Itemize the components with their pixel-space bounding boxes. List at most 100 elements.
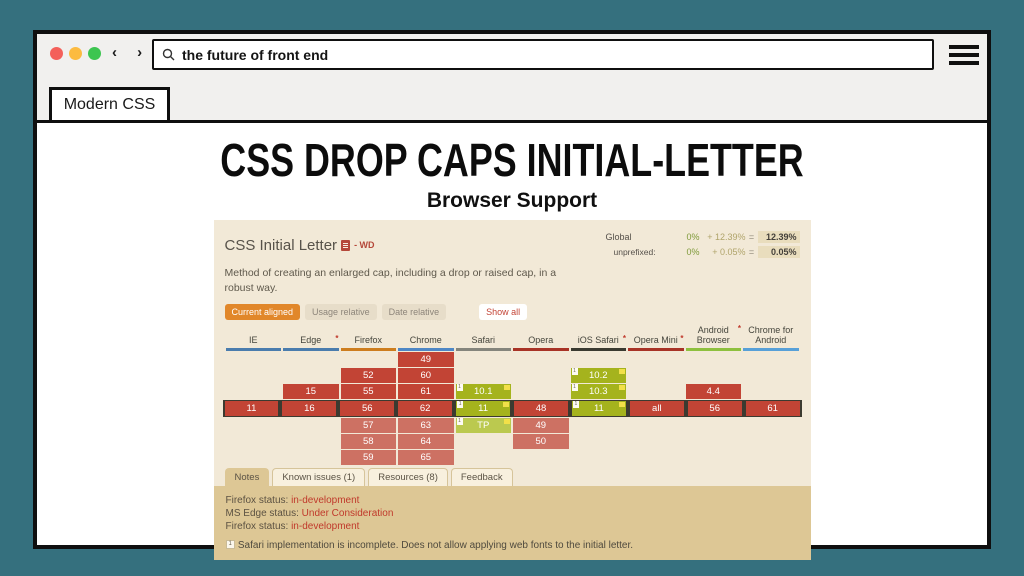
- support-cell-safari: TP 1: [455, 418, 511, 434]
- address-search-bar[interactable]: the future of front end: [152, 39, 934, 70]
- empty-cell: [341, 352, 397, 367]
- browser-column-header: Chrome: [398, 326, 454, 352]
- version-value: 49: [398, 352, 454, 368]
- flag-badge-icon: [504, 419, 510, 425]
- spec-document-icon: [341, 239, 351, 251]
- browser-color-bar: [398, 348, 454, 352]
- support-cell-ie: 11: [224, 401, 279, 417]
- support-table: IE Edge * Firefox Chrome Safari Opera iOS Safar…: [214, 324, 811, 466]
- browser-column-header: iOS Safari *: [570, 326, 626, 352]
- support-cell-edge: 15: [283, 384, 339, 400]
- footnote-text: Safari implementation is incomplete. Doe…: [237, 540, 634, 552]
- empty-cell: [628, 384, 684, 399]
- flag-badge-icon: [504, 385, 510, 391]
- panel-tab-feedback[interactable]: Feedback: [450, 468, 513, 487]
- stat-value: 0%: [686, 247, 700, 257]
- version-value: 52: [340, 368, 396, 384]
- empty-cell: [743, 418, 799, 433]
- version-row: 59 65: [225, 450, 800, 466]
- note-badge-icon: 1: [571, 384, 578, 392]
- browser-column-header: Opera Mini *: [628, 326, 684, 352]
- empty-cell: [226, 434, 282, 449]
- empty-cell: [686, 434, 742, 449]
- version-value: 57: [340, 418, 396, 434]
- stat-value: 0.05%: [757, 246, 800, 258]
- empty-cell: [283, 418, 339, 433]
- version-value: 59: [340, 450, 396, 466]
- empty-cell: [571, 418, 627, 433]
- version-value: 61: [745, 401, 800, 417]
- browser-column-header: Edge *: [283, 326, 339, 352]
- support-cell-android-browser: 4.4: [685, 384, 741, 400]
- version-value: 10.1: [455, 384, 511, 400]
- status-lines: Firefox status: in-development MS Edge st…: [226, 495, 799, 532]
- version-value: 48: [514, 401, 568, 417]
- version-value: 11: [224, 401, 279, 417]
- empty-cell: [686, 418, 742, 433]
- status-value: in-development: [291, 521, 360, 533]
- search-query-text: the future of front end: [182, 46, 329, 63]
- status-value: in-development: [291, 495, 360, 507]
- view-button[interactable]: Date relative: [381, 304, 447, 321]
- empty-cell: [456, 450, 512, 465]
- browser-color-bar: [513, 348, 569, 352]
- back-arrow-icon[interactable]: ‹: [112, 44, 125, 61]
- view-button[interactable]: Usage relative: [305, 304, 377, 321]
- empty-cell: [628, 434, 684, 449]
- empty-cell: [283, 450, 339, 465]
- panel-tab-resources[interactable]: Resources (8): [368, 468, 448, 487]
- empty-cell: [571, 450, 627, 465]
- current-version-row: 11 16 56 62 11 1 48 11 1 all 56 61: [222, 400, 802, 418]
- support-cell-chrome: 62: [398, 401, 453, 417]
- view-buttons-row: Current aligned Usage relative Date relati…: [224, 304, 800, 321]
- browser-color-bar: [570, 348, 626, 352]
- panel-tab-notes[interactable]: Notes: [224, 468, 270, 487]
- usage-stats: Global 0% + 12.39% = 12.39% unprefixed: 0% + 0.…: [606, 231, 800, 261]
- version-value: 16: [282, 401, 337, 417]
- close-dot-icon: [50, 47, 63, 60]
- browser-window: ‹ › the future of front end Modern CSS C…: [33, 30, 991, 561]
- browser-color-bar: [225, 348, 281, 352]
- empty-cell: [743, 450, 799, 465]
- browser-color-bar: [685, 348, 741, 352]
- view-button[interactable]: Show all: [479, 304, 528, 321]
- empty-cell: [686, 352, 742, 367]
- version-value: 60: [398, 368, 454, 384]
- support-cell-firefox: 58: [340, 434, 396, 450]
- version-value: 11: [571, 401, 626, 417]
- empty-cell: [456, 352, 512, 367]
- feature-title: CSS Initial Letter: [224, 236, 338, 254]
- stat-value: + 0.05%: [712, 247, 746, 257]
- browser-color-bar: [283, 348, 339, 352]
- status-line: Firefox status: in-development: [226, 495, 799, 506]
- footnote-asterisk: *: [622, 333, 626, 343]
- empty-cell: [686, 368, 742, 383]
- browser-tab[interactable]: Modern CSS: [49, 87, 170, 123]
- view-button[interactable]: Current aligned: [224, 304, 301, 321]
- version-value: 11: [456, 401, 511, 417]
- support-cell-chrome: 61: [398, 384, 454, 400]
- status-value: Under Consideration: [301, 508, 394, 520]
- support-cell-android-browser: 56: [687, 401, 742, 417]
- version-value: 55: [340, 384, 396, 400]
- forward-arrow-icon[interactable]: ›: [137, 44, 151, 61]
- version-row: 52 60 10.2 1: [225, 368, 800, 384]
- footnote-asterisk: *: [737, 324, 741, 334]
- flag-badge-icon: [619, 369, 625, 375]
- browser-column-header: Chrome for Android: [743, 326, 799, 352]
- menu-icon[interactable]: [949, 45, 979, 65]
- footnote-superscript: 1: [225, 540, 235, 550]
- support-cell-firefox: 55: [340, 384, 396, 400]
- status-label: MS Edge status:: [225, 508, 302, 520]
- panel-tab-known[interactable]: Known issues (1): [272, 468, 366, 487]
- empty-cell: [513, 384, 569, 399]
- browser-tab-label: Modern CSS: [63, 96, 156, 113]
- version-row: 57 63 TP 1 49: [225, 418, 800, 434]
- caniuse-panel: CSS Initial Letter - WD Global 0% + 12.39%…: [213, 220, 811, 561]
- empty-cell: [513, 352, 569, 367]
- search-icon: [162, 48, 175, 61]
- version-value: 50: [513, 434, 569, 450]
- flag-badge-icon: [619, 385, 625, 391]
- stat-label: unprefixed:: [613, 247, 656, 257]
- empty-cell: [283, 368, 339, 383]
